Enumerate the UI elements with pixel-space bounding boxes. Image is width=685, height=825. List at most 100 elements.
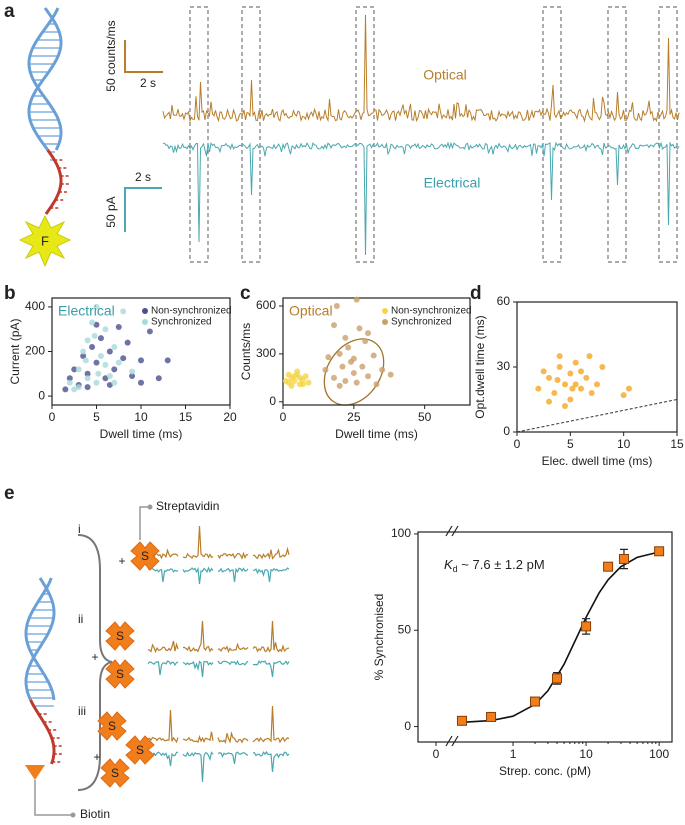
annotation-symbol: K [444, 557, 454, 572]
x-tick-label: 0 [514, 437, 521, 451]
dna-strand [29, 699, 56, 765]
ligand-label: Biotin [80, 807, 110, 820]
plot-frame [417, 531, 673, 743]
event-box [658, 6, 678, 263]
data-point [322, 366, 329, 373]
data-point [285, 371, 292, 378]
data-point [562, 381, 568, 388]
data-point [365, 330, 371, 337]
protein-symbol: S [116, 667, 124, 681]
x-tick-label: 10 [617, 437, 631, 451]
data-point [93, 379, 100, 386]
dna-strand [27, 7, 63, 151]
protein-symbol: S [116, 629, 124, 643]
x-tick-label: 25 [347, 410, 361, 424]
x-tick-label: 1 [510, 747, 517, 761]
data-point [581, 621, 592, 632]
connector-dot [70, 812, 76, 818]
data-point [350, 370, 357, 377]
trace [218, 642, 249, 654]
streptavidin [97, 711, 127, 741]
data-point [342, 378, 349, 385]
y-axis-title: Opt.dwell time (ms) [473, 315, 487, 418]
y-tick-label: 60 [497, 294, 511, 308]
y-tick-label: 100 [391, 526, 411, 540]
plot-frame [516, 301, 678, 433]
data-point [91, 332, 98, 339]
y-tick-label: 0 [269, 394, 276, 408]
x-axis-title: Elec. dwell time (ms) [542, 454, 653, 468]
data-point [540, 368, 547, 375]
data-point [138, 357, 144, 364]
x-tick-label: 0 [49, 410, 56, 424]
break-mark [445, 525, 453, 537]
data-point [106, 381, 113, 388]
trace [252, 705, 290, 744]
row-label: ii [78, 612, 83, 626]
event-box [607, 6, 627, 263]
trace [183, 620, 214, 653]
data-point [129, 373, 136, 380]
streptavidin [130, 541, 160, 571]
plus-sign: + [93, 750, 100, 764]
dna-strand [24, 577, 56, 701]
data-point [342, 334, 349, 341]
y-tick-label: 0 [503, 424, 510, 438]
y-tick-label: 200 [25, 344, 45, 358]
data-point [552, 673, 563, 684]
data-point [282, 378, 289, 385]
panel-label: b [4, 283, 16, 304]
data-point [297, 374, 303, 381]
legend-label: Synchronized [391, 317, 452, 328]
trace [147, 709, 179, 744]
streptavidin [105, 659, 135, 689]
data-point [546, 398, 552, 405]
data-point [620, 392, 627, 399]
data-point [331, 322, 337, 329]
fit-curve [461, 551, 660, 724]
data-point [556, 364, 563, 370]
y-tick-label: 600 [256, 298, 276, 312]
data-point [93, 303, 100, 310]
x-axis-title: Dwell time (ms) [100, 427, 183, 441]
y-tick-label: 400 [25, 299, 45, 313]
data-point [599, 364, 606, 370]
dna-strand [24, 577, 56, 701]
data-point [336, 382, 343, 389]
y-tick-label: 0 [404, 719, 411, 733]
legend-label: Non-synchronized [391, 306, 472, 317]
data-point [654, 546, 665, 557]
trace [182, 660, 214, 678]
data-point [89, 344, 96, 351]
y-axis-title: Counts/ms [239, 323, 253, 380]
x-tick-label: 5 [93, 410, 100, 424]
data-point [578, 368, 584, 375]
data-point [93, 321, 100, 328]
protein-symbol: S [136, 743, 144, 757]
streptavidin [125, 735, 155, 765]
protein-symbol: S [108, 719, 116, 733]
protein-label: Streptavidin [156, 499, 219, 513]
data-point [567, 396, 574, 403]
scale-label: 50 pA [104, 196, 118, 227]
data-point [456, 715, 467, 726]
trace [217, 751, 249, 765]
data-point [97, 352, 104, 359]
data-point [350, 355, 357, 362]
data-point [588, 390, 595, 396]
data-point [562, 403, 568, 409]
data-point [556, 353, 563, 360]
event-boxes [189, 6, 678, 263]
data-point [164, 357, 171, 364]
data-point [333, 302, 340, 309]
trace [253, 567, 290, 583]
trace [148, 567, 179, 583]
data-point [62, 386, 69, 393]
trace [252, 750, 290, 773]
fluorophore-label: F [41, 233, 49, 248]
x-tick-label: 0 [280, 410, 287, 424]
data-point [362, 338, 369, 345]
data-point [578, 385, 584, 392]
data-point [288, 382, 295, 389]
data-point [530, 696, 541, 707]
